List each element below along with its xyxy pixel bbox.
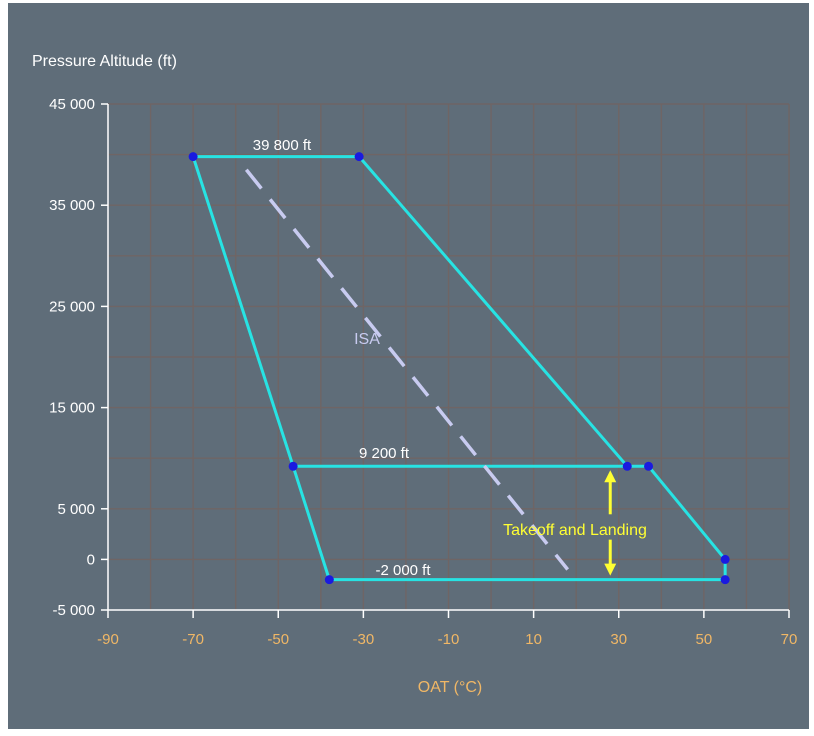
y-tick-label: 5 000 — [57, 501, 95, 518]
x-tick-label: 70 — [781, 631, 798, 648]
x-tick-label: -90 — [97, 631, 119, 648]
annotation-minus-2000-ft: -2 000 ft — [375, 562, 431, 579]
y-tick-label: -5 000 — [52, 602, 95, 619]
chart-panel: 45 000 35 000 25 000 15 000 5 000 0 -5 000 -90 -… — [8, 3, 809, 729]
y-tick-label: 0 — [87, 551, 95, 568]
y-tick-label: 45 000 — [49, 96, 95, 113]
x-tick-label: 10 — [525, 631, 542, 648]
envelope-vertex-marker — [644, 461, 654, 471]
annotation-9200-ft: 9 200 ft — [359, 445, 410, 462]
envelope-vertex-marker — [720, 554, 730, 564]
x-tick-label: -30 — [353, 631, 375, 648]
series-isa-dashed — [244, 168, 570, 571]
grid — [108, 103, 790, 610]
envelope-vertex-marker — [324, 575, 334, 585]
y-axis-title: Pressure Altitude (ft) — [32, 53, 177, 70]
takeoff-landing-arrows — [604, 470, 617, 576]
x-tick-label: -70 — [182, 631, 204, 648]
annotation-takeoff-landing: Takeoff and Landing — [503, 522, 647, 539]
envelope-vertex-marker — [288, 461, 298, 471]
chart-background — [8, 3, 809, 729]
annotation-isa: ISA — [354, 331, 380, 348]
arrow-up-head — [604, 470, 617, 483]
x-tick-label: 50 — [696, 631, 713, 648]
envelope-vertex-marker — [188, 152, 198, 162]
marker-layer — [188, 152, 730, 585]
envelope-vertex-marker — [354, 152, 364, 162]
y-tick-label: 25 000 — [49, 298, 95, 315]
x-tick-label: 30 — [610, 631, 627, 648]
chart-svg: 45 000 35 000 25 000 15 000 5 000 0 -5 000-90 -… — [8, 3, 809, 729]
y-tick-label: 35 000 — [49, 197, 95, 214]
arrow-down-head — [604, 563, 617, 576]
envelope-vertex-marker — [622, 461, 632, 471]
y-tick-label: 15 000 — [49, 400, 95, 417]
axes: 45 000 35 000 25 000 15 000 5 000 0 -5 000-90 -… — [49, 96, 797, 648]
x-tick-label: -10 — [438, 631, 460, 648]
annotation-39800-ft: 39 800 ft — [253, 137, 312, 154]
x-axis-title: OAT (°C) — [418, 679, 482, 696]
envelope-vertex-marker — [720, 575, 730, 585]
label-layer: Pressure Altitude (ft) OAT (°C) 39 800 f… — [32, 53, 647, 696]
x-tick-label: -50 — [267, 631, 289, 648]
